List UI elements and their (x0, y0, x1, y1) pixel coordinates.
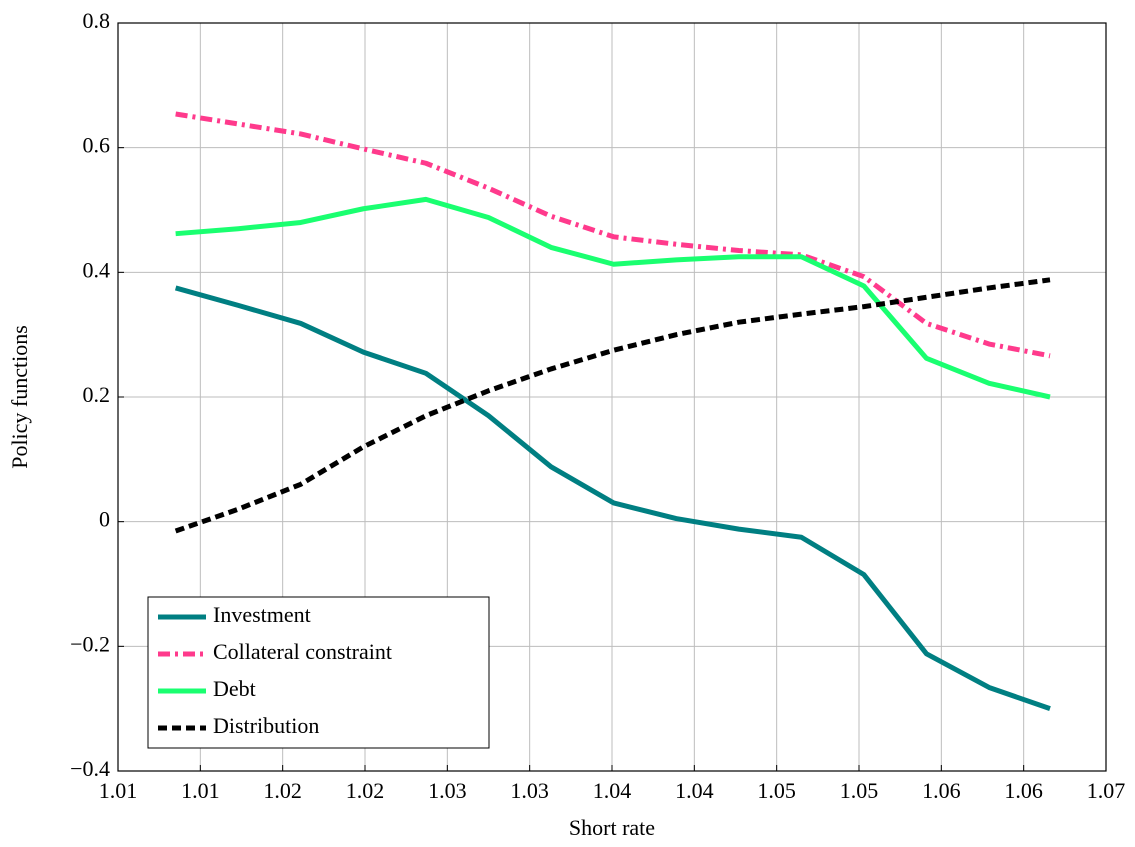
y-axis-label: Policy functions (7, 325, 32, 469)
y-tick-label: 0.4 (83, 257, 111, 282)
x-tick-label: 1.03 (510, 778, 549, 803)
y-tick-label: −0.2 (70, 631, 110, 656)
legend-label: Debt (213, 676, 256, 701)
y-tick-label: −0.4 (70, 756, 110, 781)
legend-label: Distribution (213, 713, 319, 738)
x-tick-label: 1.02 (346, 778, 385, 803)
x-tick-label: 1.03 (428, 778, 467, 803)
x-axis-label: Short rate (569, 815, 655, 840)
ticks: 1.01 1.01 1.02 1.02 1.03 1.03 1.04 1.04 1.05 1.05… (70, 8, 1125, 803)
x-tick-label: 1.04 (593, 778, 632, 803)
legend-box (147, 596, 490, 749)
x-tick-label: 1.01 (99, 778, 138, 803)
lines (174, 111, 1051, 712)
legend-label: Collateral constraint (213, 639, 392, 664)
series-line (175, 111, 1051, 359)
series-line (175, 196, 1051, 400)
x-tick-label: 1.05 (840, 778, 879, 803)
y-tick-label: 0.2 (83, 382, 111, 407)
y-tick-label: 0.8 (83, 8, 111, 33)
x-tick-label: 1.07 (1087, 778, 1126, 803)
x-tick-label: 1.01 (181, 778, 220, 803)
series-line (174, 285, 1051, 712)
series-line (174, 277, 1051, 534)
y-tick-label: 0.6 (83, 133, 111, 158)
y-tick-label: 0 (99, 507, 110, 532)
x-tick-label: 1.02 (263, 778, 302, 803)
x-tick-label: 1.05 (757, 778, 796, 803)
x-tick-label: 1.06 (1004, 778, 1043, 803)
legend-label: Investment (213, 602, 311, 627)
x-tick-label: 1.04 (675, 778, 714, 803)
x-tick-label: 1.06 (922, 778, 961, 803)
legend: Investment Collateral constraint Debt Distr… (147, 596, 490, 749)
